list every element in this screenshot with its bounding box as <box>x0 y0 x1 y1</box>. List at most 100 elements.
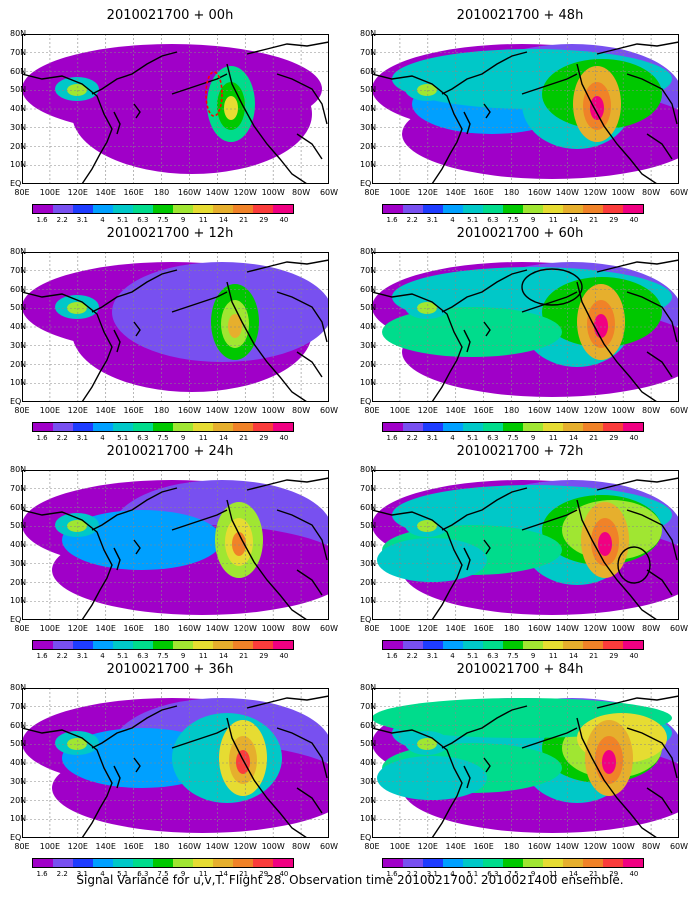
longitude-label: 100W <box>261 188 285 197</box>
colorbar-swatch <box>383 205 403 213</box>
variance-contour <box>602 750 616 774</box>
colorbar-swatch <box>73 641 93 649</box>
map-svg <box>372 688 679 838</box>
colorbar-swatch <box>173 641 193 649</box>
colorbar-swatch <box>73 423 93 431</box>
colorbar-swatch <box>483 641 503 649</box>
longitude-label: 160E <box>123 624 144 633</box>
longitude-label: 60W <box>319 406 339 415</box>
colorbar-swatch <box>273 423 293 431</box>
longitude-label: 100E <box>39 188 61 197</box>
latitude-label: 70N <box>10 483 27 493</box>
longitude-label: 120W <box>233 842 257 851</box>
longitude-label: 140W <box>205 842 229 851</box>
longitude-label: 100W <box>611 624 635 633</box>
latitude-label: 50N <box>360 521 377 531</box>
latitude-label: 20N <box>10 359 27 369</box>
latitude-label: 50N <box>10 85 27 95</box>
flight-track-marker <box>205 71 223 117</box>
longitude-label: 180 <box>153 406 170 415</box>
colorbar-swatch <box>273 205 293 213</box>
longitude-label: 100W <box>261 624 285 633</box>
longitude-label: 140E <box>445 406 466 415</box>
longitude-label: 160E <box>123 188 144 197</box>
colorbar-level-label: 29 <box>609 216 619 224</box>
longitude-label: 120W <box>583 188 607 197</box>
colorbar-level-label: 5.1 <box>117 870 129 878</box>
colorbar-level-label: 2.2 <box>406 652 418 660</box>
latitude-label: 30N <box>10 776 27 786</box>
colorbar-swatch <box>153 859 173 867</box>
colorbar-swatch <box>33 859 53 867</box>
latitude-label: 40N <box>10 540 27 549</box>
colorbar-swatch <box>523 423 543 431</box>
colorbar <box>382 640 644 650</box>
colorbar-swatch <box>93 423 113 431</box>
latitude-label: EQ <box>360 397 372 406</box>
longitude-label: 120W <box>583 842 607 851</box>
colorbar-level-label: 40 <box>629 216 639 224</box>
colorbar-level-label: 40 <box>629 870 639 878</box>
variance-contour <box>228 314 242 338</box>
longitude-label: 180 <box>153 624 170 633</box>
latitude-label: 20N <box>360 141 377 151</box>
longitude-label: 80W <box>292 624 311 633</box>
latitude-label: 70N <box>360 265 377 275</box>
longitude-label: 120E <box>417 624 438 633</box>
longitude-label: 80W <box>642 842 661 851</box>
colorbar-level-label: 5.1 <box>117 216 129 224</box>
longitude-label: 80E <box>14 624 30 633</box>
colorbar-swatch <box>93 859 113 867</box>
latitude-label: 50N <box>360 85 377 95</box>
variance-contour <box>417 520 437 532</box>
forecast-panel: 2010021700 + 12h 80N 70N 60N 50N 40N 30N 20N 10N… <box>0 226 340 446</box>
colorbar-swatch <box>563 423 583 431</box>
colorbar-swatch <box>443 859 463 867</box>
colorbar-level-label: 6.3 <box>137 870 149 878</box>
longitude-label: 160E <box>123 406 144 415</box>
colorbar-swatch <box>273 641 293 649</box>
longitude-label: 140W <box>555 406 579 415</box>
map-gridlines <box>372 34 679 184</box>
latitude-label: 60N <box>360 284 377 294</box>
colorbar-swatch <box>273 859 293 867</box>
latitude-label: 80N <box>360 465 377 474</box>
colorbar-swatch <box>173 205 193 213</box>
latitude-label: 60N <box>360 720 377 730</box>
region-outline-marker <box>617 546 651 584</box>
colorbar-swatch <box>73 205 93 213</box>
latitude-label: 50N <box>10 303 27 313</box>
variance-contour <box>67 738 87 750</box>
colorbar-level-label: 40 <box>279 870 289 878</box>
variance-map: 80N 70N 60N 50N 40N 30N 20N 10N EQ 80E 100E 120E 140… <box>360 683 688 851</box>
variance-contour <box>232 532 246 556</box>
colorbar-level-label: 7.5 <box>507 216 519 224</box>
colorbar-swatch <box>113 641 133 649</box>
colorbar-level-label: 21 <box>239 652 249 660</box>
latitude-label: 10N <box>10 596 27 606</box>
colorbar-level-label: 3.1 <box>426 216 438 224</box>
coastlines <box>22 259 329 402</box>
colorbar-swatch <box>503 641 523 649</box>
variance-contour <box>598 532 612 556</box>
colorbar-level-label: 14 <box>568 216 578 224</box>
colorbar-swatch <box>193 859 213 867</box>
colorbar-level-label: 4 <box>450 434 455 442</box>
longitude-label: 80W <box>642 188 661 197</box>
variance-contour <box>382 307 562 357</box>
colorbar-level-label: 7.5 <box>507 652 519 660</box>
latitude-label: 10N <box>10 378 27 388</box>
longitude-label: 60W <box>669 406 689 415</box>
longitude-label: 80E <box>14 406 30 415</box>
latitude-label: 40N <box>360 758 377 767</box>
colorbar-level-label: 5.1 <box>467 216 479 224</box>
colorbar-level-label: 29 <box>259 216 269 224</box>
colorbar-swatch <box>113 205 133 213</box>
coastlines <box>22 695 329 838</box>
colorbar-level-label: 2.2 <box>56 870 68 878</box>
colorbar-level-label: 6.3 <box>487 870 499 878</box>
colorbar-swatch <box>503 423 523 431</box>
colorbar-swatch <box>483 423 503 431</box>
colorbar-level-label: 6.3 <box>137 652 149 660</box>
latitude-label: 30N <box>10 122 27 132</box>
